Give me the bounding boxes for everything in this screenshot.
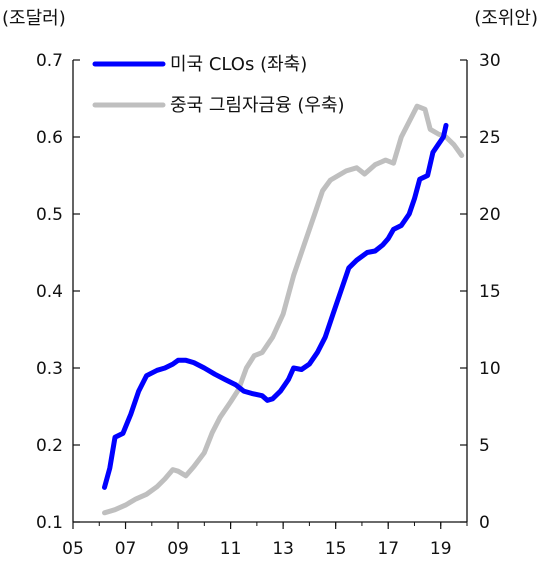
y-right-tick-label: 25 — [479, 128, 501, 148]
y-left-tick-label: 0.7 — [36, 51, 63, 71]
series-layer — [102, 103, 465, 516]
left-unit-label: (조달러) — [2, 8, 66, 29]
series-line-china-shadow-banking — [102, 103, 465, 516]
y-left-tick-label: 0.3 — [36, 359, 63, 379]
y-right-tick-label: 10 — [479, 359, 501, 379]
y-right-tick-label: 5 — [479, 436, 490, 456]
x-tick-label: 19 — [430, 539, 452, 559]
x-tick-label: 11 — [220, 539, 242, 559]
y-right-tick-label: 15 — [479, 282, 501, 302]
series-line-us-clos — [102, 122, 449, 490]
y-left-tick-label: 0.5 — [36, 205, 63, 225]
y-right-tick-label: 30 — [479, 51, 501, 71]
x-tick-label: 15 — [325, 539, 347, 559]
x-tick-label: 17 — [377, 539, 399, 559]
y-left-tick-label: 0.1 — [36, 513, 63, 533]
legend-label-us-clos: 미국 CLOs (좌축) — [170, 54, 307, 75]
x-tick-label: 09 — [167, 539, 189, 559]
y-right-tick-label: 20 — [479, 205, 501, 225]
x-tick-label: 05 — [62, 539, 84, 559]
x-tick-label: 13 — [272, 539, 294, 559]
y-left-tick-label: 0.2 — [36, 436, 63, 456]
x-tick-label: 07 — [115, 539, 137, 559]
y-left-tick-label: 0.6 — [36, 128, 63, 148]
legend: 미국 CLOs (좌축) 중국 그림자금융 (우축) — [92, 54, 345, 116]
y-left-tick-label: 0.4 — [36, 282, 63, 302]
right-unit-label: (조위안) — [474, 8, 538, 29]
y-right-tick-label: 0 — [479, 513, 490, 533]
legend-label-china-shadow-banking: 중국 그림자금융 (우축) — [170, 95, 345, 116]
